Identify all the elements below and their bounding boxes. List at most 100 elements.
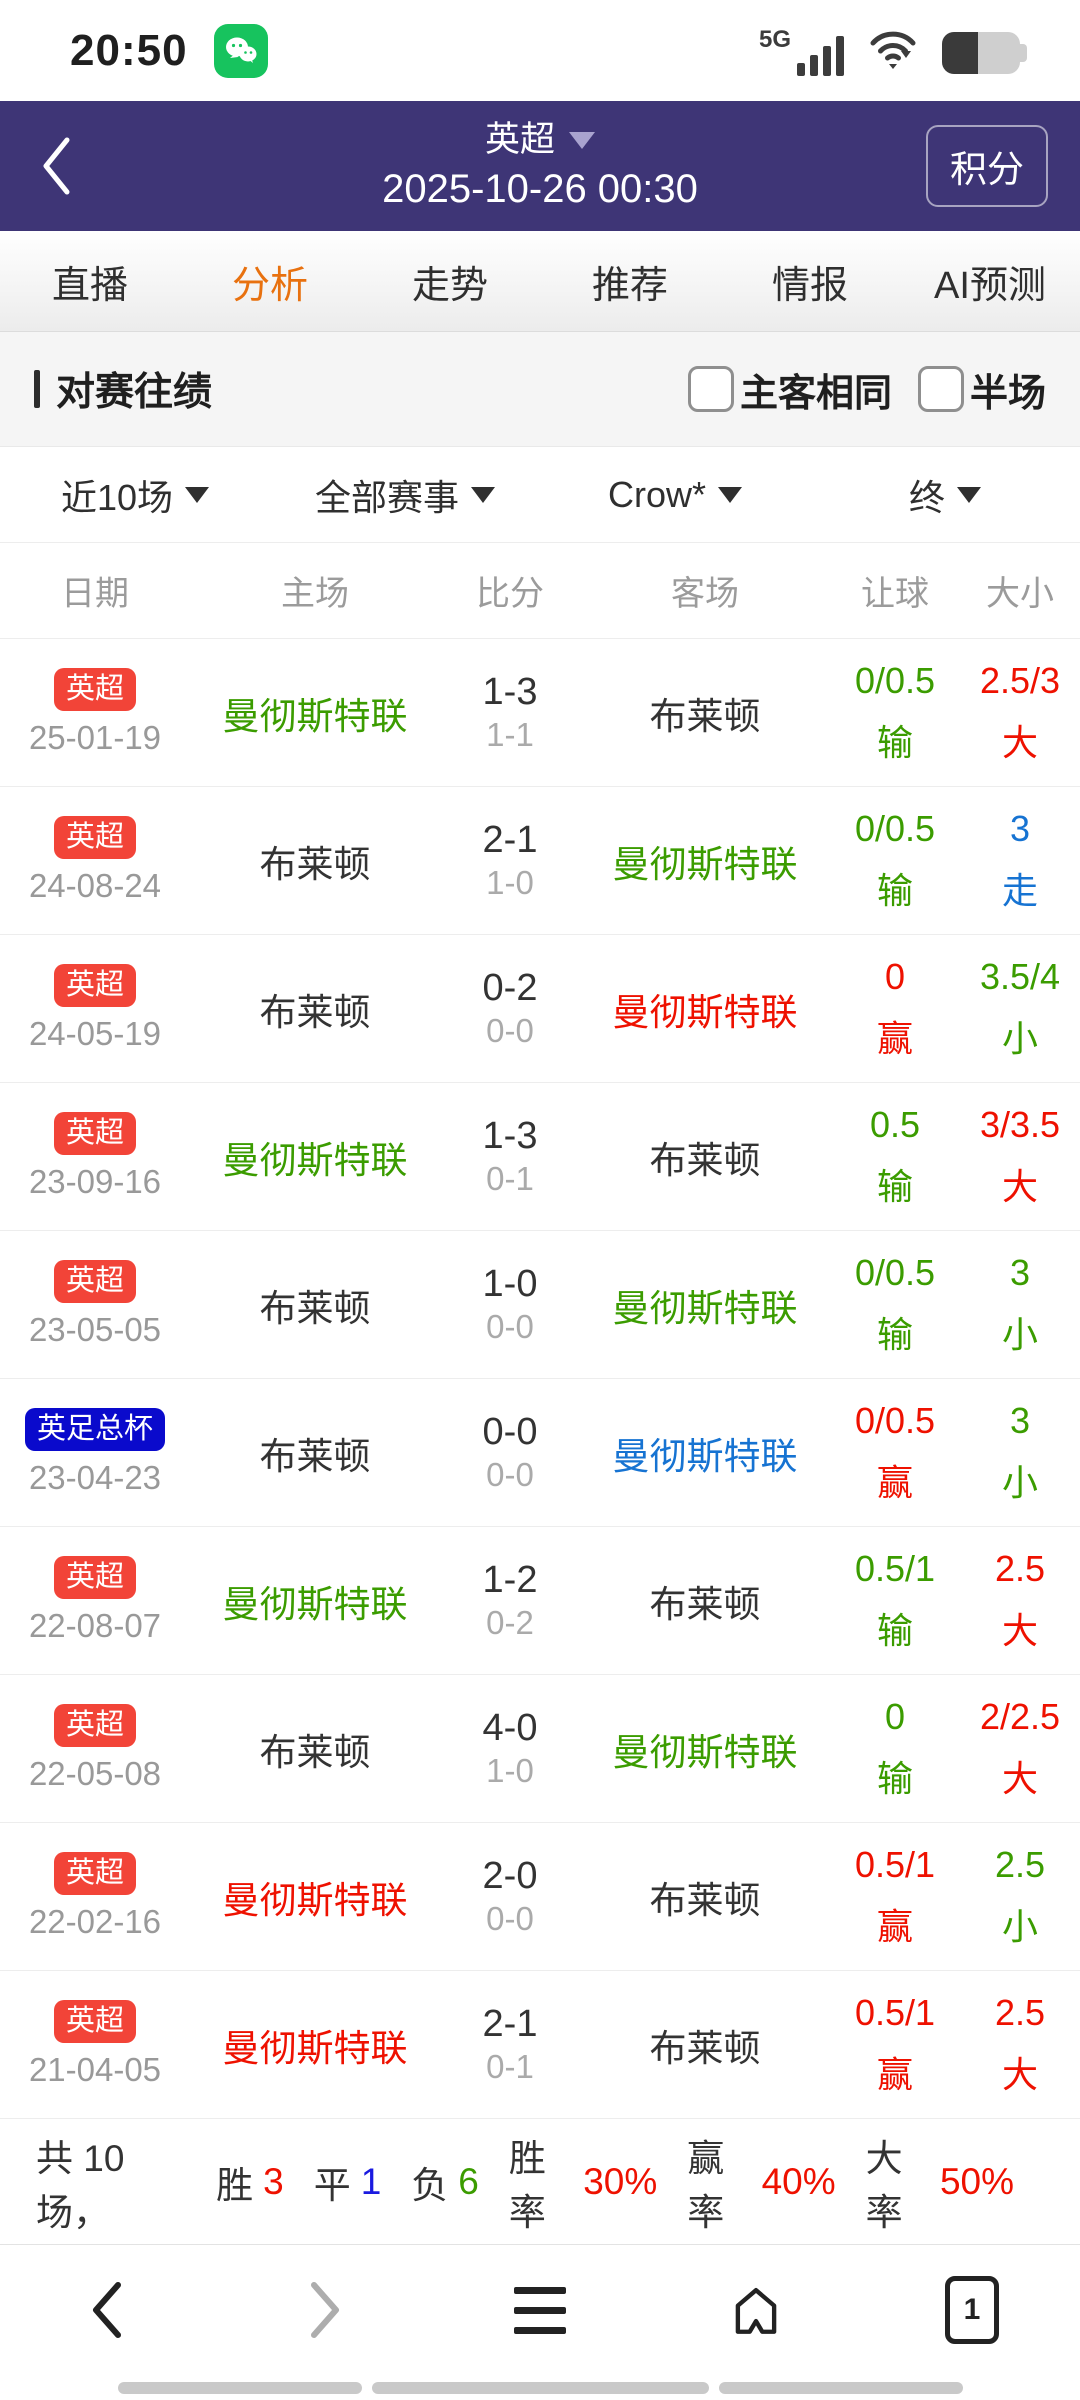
handicap-result: 赢: [876, 2053, 913, 2095]
away-team-cell: 布莱顿: [580, 1574, 830, 1628]
home-team-cell: 布莱顿: [190, 1722, 440, 1776]
tab-6[interactable]: AI预测: [934, 264, 1046, 307]
tab-2[interactable]: 分析: [231, 264, 308, 307]
app-header: 英超 2025-10-26 00:30 积分: [0, 101, 1080, 231]
handicap-cell: 0/0.5 输: [830, 808, 960, 914]
table-row[interactable]: 英足总杯 23-04-23 布莱顿 0-0 0-0 曼彻斯特联 0/0.5 赢 3 小: [0, 1379, 1080, 1527]
fulltime-score: 1-3: [482, 1115, 538, 1157]
chevron-down-icon: [718, 486, 742, 503]
handicap-line: 0.5/1: [854, 1843, 936, 1885]
league-badge: 英超: [53, 1259, 136, 1304]
table-row[interactable]: 英超 22-05-08 布莱顿 4-0 1-0 曼彻斯特联 0 输 2/2.5 大: [0, 1675, 1080, 1823]
summary-row: 共 10 场， 胜 3 平 1 负 6 胜率 30% 赢率 40% 大率 50%: [0, 2119, 1080, 2244]
fulltime-score: 0-0: [482, 1411, 538, 1453]
match-date: 23-05-05: [28, 1311, 162, 1349]
nav-forward-button[interactable]: [216, 2280, 432, 2340]
handicap-line: 0/0.5: [854, 807, 936, 849]
table-row[interactable]: 英超 22-02-16 曼彻斯特联 2-0 0-0 布莱顿 0.5/1 赢 2.5 小: [0, 1823, 1080, 1971]
score-cell: 2-1 0-1: [440, 2003, 580, 2086]
back-icon[interactable]: [34, 131, 80, 201]
checkbox-option[interactable]: 主客相同: [687, 362, 892, 417]
tab-count-icon: 1: [945, 2276, 999, 2344]
table-row[interactable]: 英超 22-08-07 曼彻斯特联 1-2 0-2 布莱顿 0.5/1 输 2.5 大: [0, 1527, 1080, 1675]
stat-label: 平: [313, 2164, 351, 2206]
home-team-cell: 布莱顿: [190, 834, 440, 888]
standings-button[interactable]: 积分: [926, 125, 1048, 207]
match-datetime: 2025-10-26 00:30: [382, 167, 698, 212]
league-badge: 英超: [53, 1851, 136, 1896]
league-selector[interactable]: 英超: [382, 120, 698, 160]
home-team: 布莱顿: [259, 1287, 371, 1329]
away-team: 布莱顿: [649, 1139, 761, 1181]
halftime-score: 1-0: [486, 1752, 534, 1789]
over-under-cell: 2.5 小: [960, 1844, 1080, 1950]
table-row[interactable]: 英超 25-01-19 曼彻斯特联 1-3 1-1 布莱顿 0/0.5 输 2.5/3 大: [0, 639, 1080, 787]
table-row[interactable]: 英超 21-04-05 曼彻斯特联 2-1 0-1 布莱顿 0.5/1 赢 2.5 大: [0, 1971, 1080, 2119]
filter-dropdown-2[interactable]: 全部赛事: [270, 469, 540, 521]
handicap-result: 输: [876, 869, 913, 911]
filter-dropdown-3[interactable]: Crow*: [540, 474, 810, 516]
away-team-cell: 曼彻斯特联: [580, 982, 830, 1036]
table-row[interactable]: 英超 24-05-19 布莱顿 0-2 0-0 曼彻斯特联 0 赢 3.5/4 小: [0, 935, 1080, 1083]
chevron-down-icon: [185, 486, 210, 503]
away-team: 布莱顿: [649, 695, 761, 737]
nav-home-button[interactable]: [648, 2281, 864, 2339]
score-cell: 0-0 0-0: [440, 1411, 580, 1494]
table-row[interactable]: 英超 23-05-05 布莱顿 1-0 0-0 曼彻斯特联 0/0.5 输 3 小: [0, 1231, 1080, 1379]
tab-3[interactable]: 走势: [411, 264, 488, 307]
summary-stat: 大率 50%: [866, 2128, 1014, 2236]
chevron-down-icon: [957, 486, 981, 503]
column-header: 让球: [861, 575, 929, 613]
filter-label: 全部赛事: [314, 476, 459, 518]
match-date: 22-02-16: [28, 1903, 162, 1941]
nav-tabs-button[interactable]: 1: [864, 2276, 1080, 2344]
chevron-down-icon: [569, 131, 595, 149]
network-type-label: 5G: [758, 25, 791, 53]
column-header: 大小: [986, 575, 1054, 613]
away-team: 曼彻斯特联: [612, 1287, 798, 1329]
handicap-result: 输: [876, 1313, 913, 1355]
league-badge: 英超: [53, 1555, 136, 1600]
checkbox[interactable]: [687, 366, 734, 412]
checkbox-option[interactable]: 半场: [917, 362, 1046, 417]
away-team: 曼彻斯特联: [612, 1731, 798, 1773]
match-meta: 英超 24-05-19: [0, 963, 190, 1054]
home-team: 曼彻斯特联: [222, 1139, 408, 1181]
over-under-line: 3: [1009, 807, 1031, 849]
checkbox[interactable]: [917, 366, 964, 412]
handicap-cell: 0.5/1 赢: [830, 1844, 960, 1950]
nav-back-button[interactable]: [0, 2280, 216, 2340]
away-team-cell: 曼彻斯特联: [580, 834, 830, 888]
stat-value: 40%: [761, 2160, 836, 2202]
tab-5[interactable]: 情报: [771, 264, 848, 307]
handicap-line: 0/0.5: [854, 659, 936, 701]
away-team: 曼彻斯特联: [612, 1435, 798, 1477]
tab-4[interactable]: 推荐: [591, 264, 668, 307]
over-under-result: 小: [1001, 1017, 1038, 1059]
halftime-score: 1-0: [486, 864, 534, 901]
stat-value: 6: [458, 2160, 479, 2202]
nav-menu-button[interactable]: [432, 2286, 648, 2334]
away-team: 曼彻斯特联: [612, 991, 798, 1033]
handicap-cell: 0.5/1 输: [830, 1548, 960, 1654]
handicap-result: 赢: [876, 1905, 913, 1947]
filter-dropdown-1[interactable]: 近10场: [0, 469, 270, 521]
table-row[interactable]: 英超 23-09-16 曼彻斯特联 1-3 0-1 布莱顿 0.5 输 3/3.5 大: [0, 1083, 1080, 1231]
over-under-result: 大: [1001, 1757, 1038, 1799]
tab-1[interactable]: 直播: [51, 264, 128, 307]
halftime-score: 0-1: [486, 1160, 534, 1197]
handicap-line: 0.5/1: [854, 1547, 936, 1589]
league-name: 英超: [484, 119, 555, 159]
tab-bar: 直播 分析 走势 推荐 情报 AI预测: [0, 231, 1080, 332]
handicap-result: 赢: [876, 1017, 913, 1059]
table-body: 英超 25-01-19 曼彻斯特联 1-3 1-1 布莱顿 0/0.5 输 2.5/3 大英超 24…: [0, 639, 1080, 2119]
table-row[interactable]: 英超 24-08-24 布莱顿 2-1 1-0 曼彻斯特联 0/0.5 输 3 走: [0, 787, 1080, 935]
filter-dropdown-4[interactable]: 终: [810, 469, 1080, 521]
home-team-cell: 布莱顿: [190, 1278, 440, 1332]
match-meta: 英超 25-01-19: [0, 667, 190, 758]
score-cell: 2-0 0-0: [440, 1855, 580, 1938]
over-under-result: 大: [1001, 721, 1038, 763]
away-team: 布莱顿: [649, 1583, 761, 1625]
handicap-line: 0/0.5: [854, 1399, 936, 1441]
